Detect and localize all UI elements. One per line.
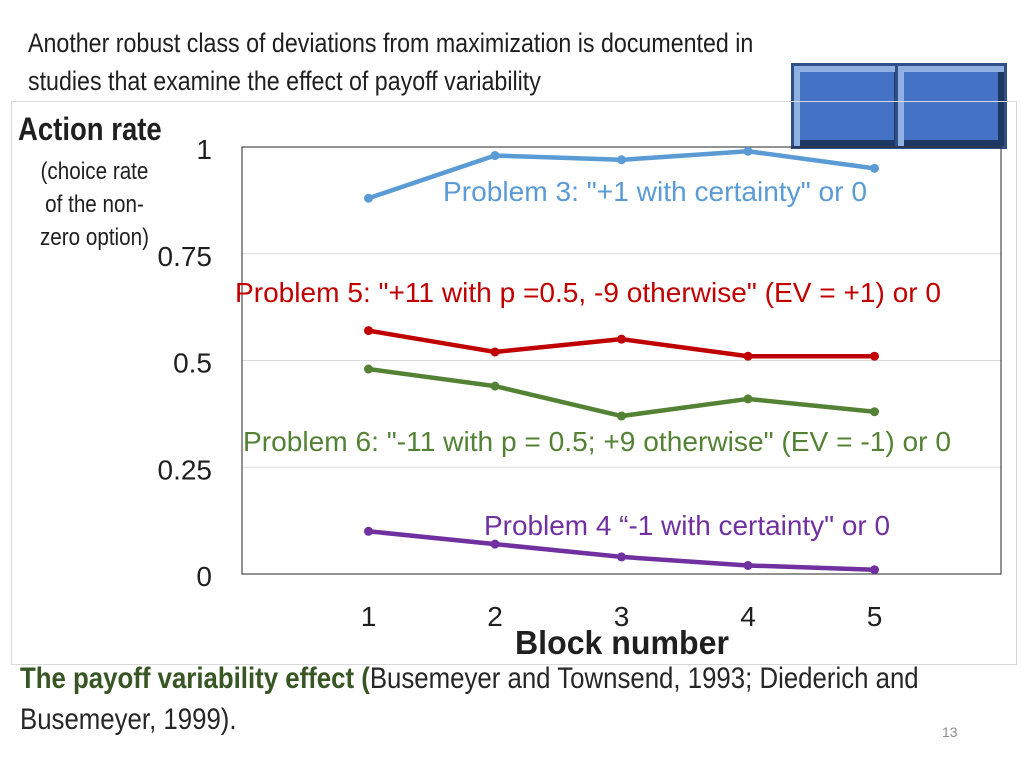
x-tick-label: 4 <box>740 601 756 632</box>
y-axis-title: Action rate <box>18 111 162 147</box>
footer-reference: Busemeyer and Townsend, 1993; Diederich … <box>20 662 919 736</box>
y-tick-label: 0.5 <box>173 348 212 379</box>
data-point <box>617 552 626 562</box>
data-point <box>870 407 879 417</box>
data-point <box>870 163 879 173</box>
data-point <box>617 411 626 421</box>
series-label: Problem 3: "+1 with certainty" or 0 <box>443 176 867 207</box>
x-tick-label: 5 <box>867 601 883 632</box>
series-label: Problem 6: "-11 with p = 0.5; +9 otherwi… <box>243 426 951 457</box>
series-label: Problem 5: "+11 with p =0.5, -9 otherwis… <box>235 277 941 308</box>
data-point <box>490 381 500 391</box>
chart-frame <box>11 101 1017 665</box>
y-tick-label: 0 <box>196 561 212 592</box>
slide-heading: Another robust class of deviations from … <box>28 28 754 96</box>
data-point <box>743 560 753 570</box>
footer-emphasis: The payoff variability effect ( <box>20 662 370 695</box>
data-point <box>490 151 500 161</box>
data-point <box>364 364 373 374</box>
x-tick-label: 1 <box>361 601 377 632</box>
data-point <box>364 326 373 336</box>
data-point <box>490 347 500 357</box>
slide-number: 13 <box>942 724 958 740</box>
data-point <box>743 351 753 361</box>
y-tick-label: 0.75 <box>158 241 213 272</box>
data-point <box>870 351 879 361</box>
plot-area <box>241 146 1002 575</box>
series-line <box>368 366 875 419</box>
data-point <box>364 193 373 203</box>
x-tick-label: 2 <box>487 601 503 632</box>
data-point <box>364 526 373 536</box>
footer-citation: The payoff variability effect (Busemeyer… <box>20 658 932 740</box>
data-point <box>617 334 626 344</box>
next-slide-button[interactable] <box>895 63 1007 149</box>
data-point <box>617 155 626 165</box>
data-point <box>490 539 500 549</box>
y-tick-label: 1 <box>196 134 212 165</box>
data-point <box>743 146 753 156</box>
y-axis-subtitle: (choice rate of the non-zero option) <box>39 158 149 251</box>
y-tick-label: 0.25 <box>158 454 213 485</box>
data-point <box>743 394 753 404</box>
series-label: Problem 4 “-1 with certainty" or 0 <box>484 510 890 541</box>
x-tick-label: 3 <box>614 601 630 632</box>
data-point <box>870 565 879 575</box>
x-axis-title: Block number <box>515 624 729 661</box>
